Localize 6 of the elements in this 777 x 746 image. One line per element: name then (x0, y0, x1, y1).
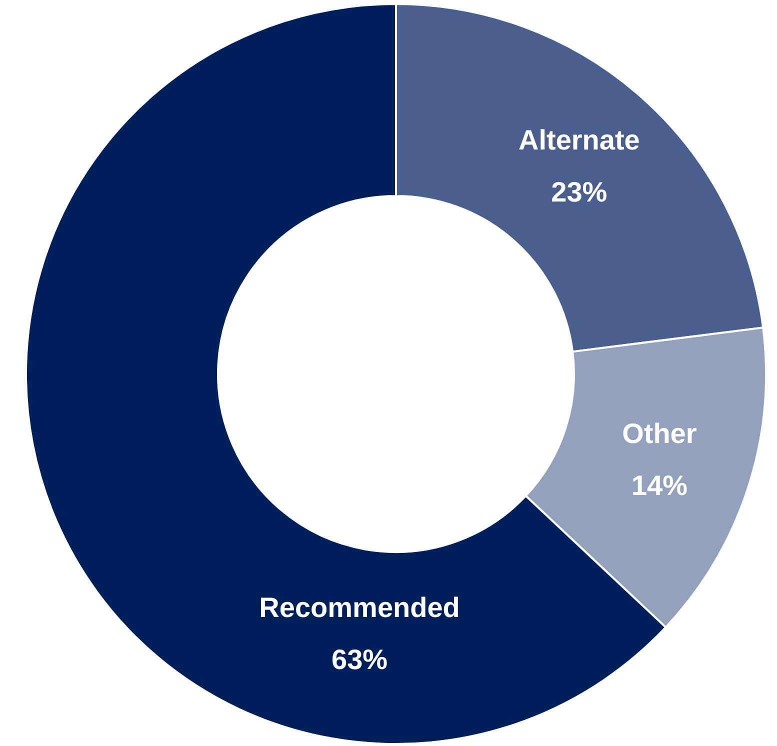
data-label: 23% (551, 176, 608, 208)
slice-label: Alternate (518, 124, 640, 156)
slice-label: Other (622, 418, 697, 450)
data-label: 63% (332, 644, 388, 675)
data-label: 14% (631, 470, 688, 502)
slice-label: Recommended (259, 592, 460, 623)
